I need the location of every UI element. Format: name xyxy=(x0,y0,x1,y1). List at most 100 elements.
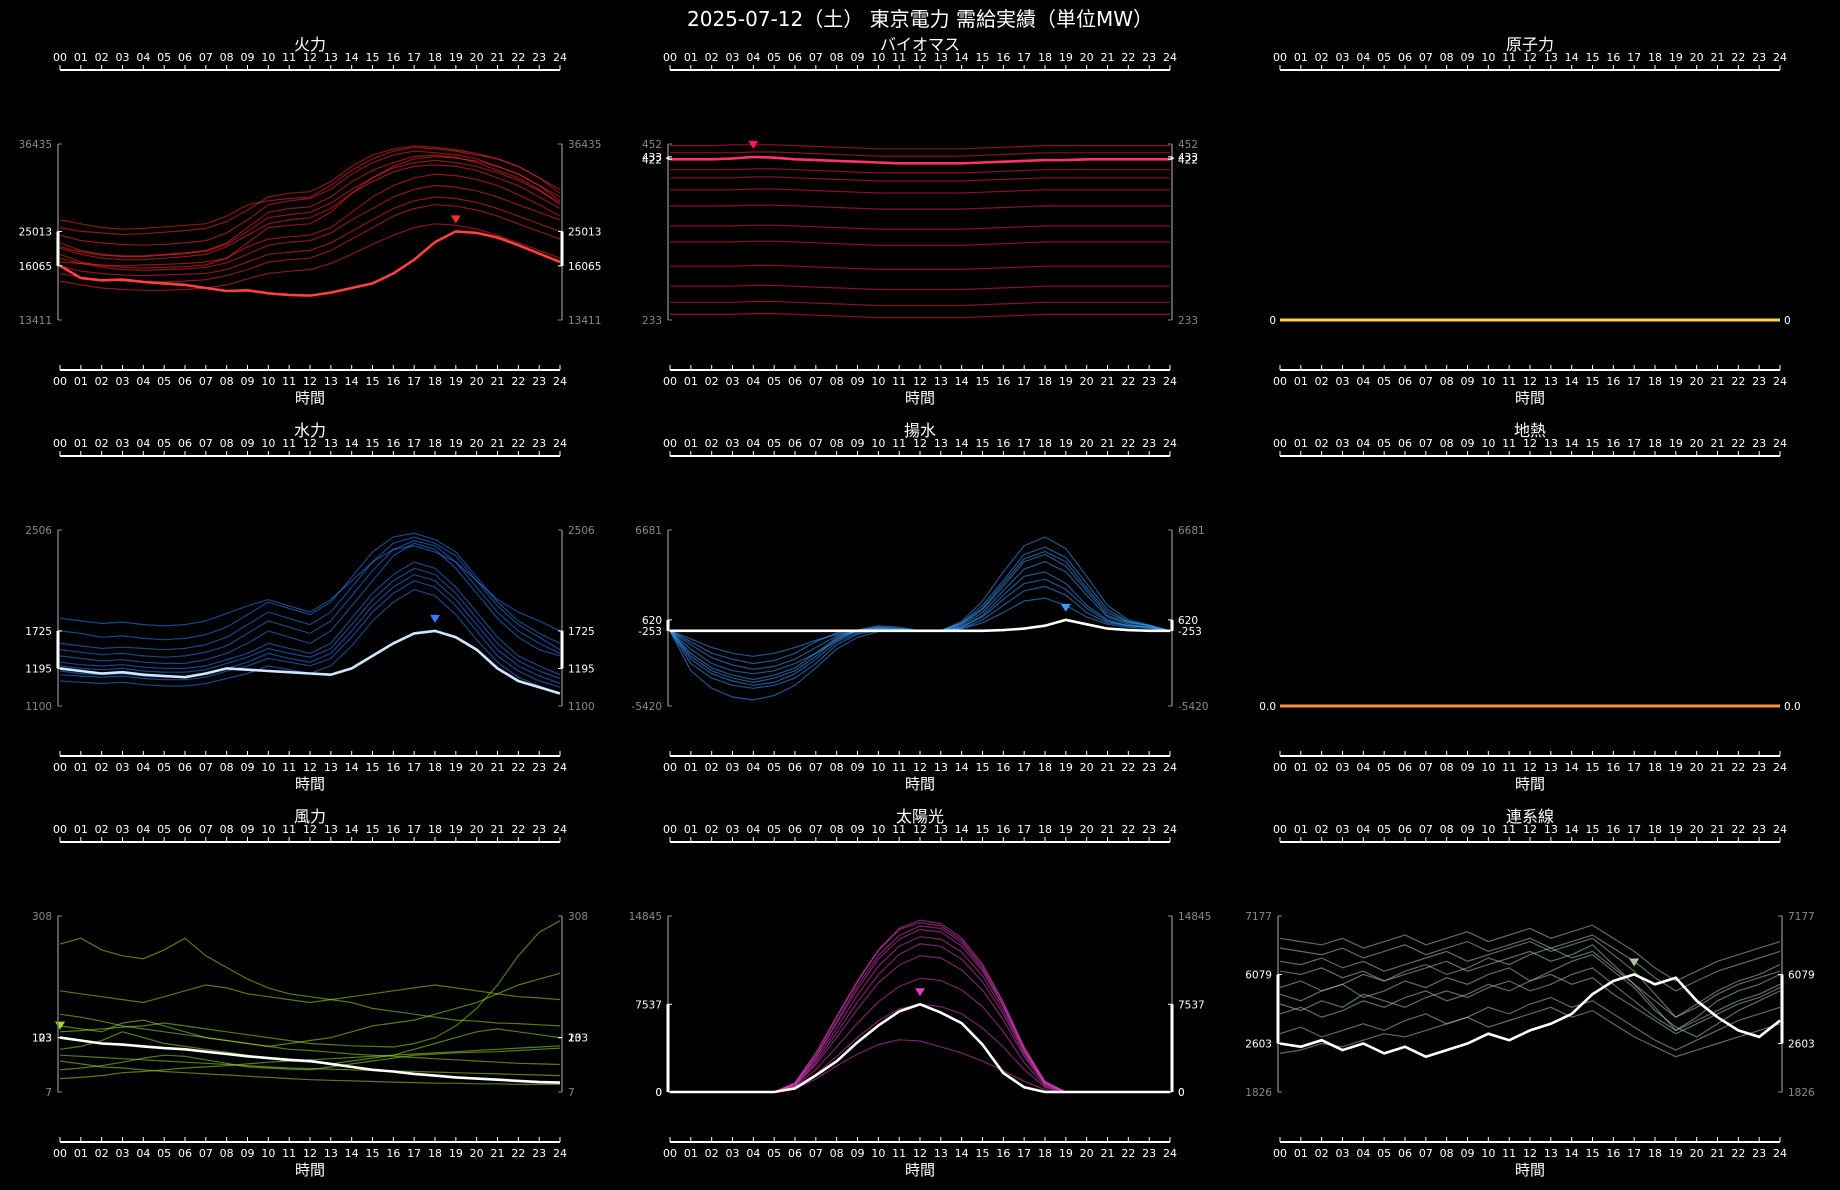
hour-tick-label: 12 xyxy=(303,761,317,774)
hour-tick-label: 11 xyxy=(892,761,906,774)
hour-tick-label: 16 xyxy=(386,823,400,836)
hour-tick-label: 06 xyxy=(178,51,192,64)
history-series-line xyxy=(59,1054,561,1077)
hour-tick-label: 20 xyxy=(1080,1147,1094,1160)
hour-tick-label: 18 xyxy=(1648,51,1662,64)
hour-tick-label: 01 xyxy=(74,51,88,64)
hour-tick-label: 11 xyxy=(892,375,906,388)
hour-tick-label: 11 xyxy=(892,51,906,64)
hour-tick-label: 05 xyxy=(767,761,781,774)
history-series-line xyxy=(59,173,561,269)
chart-panel: 揚水 00 01 02 03 04 05 06 07 08 09 10 11 12 13 14 15 16 17 18… xyxy=(631,421,1208,793)
hour-tick-label: 16 xyxy=(1606,437,1620,450)
hour-tick-label: 24 xyxy=(1163,51,1177,64)
hour-tick-label: 13 xyxy=(1544,823,1558,836)
hour-tick-label: 05 xyxy=(1377,823,1391,836)
hour-tick-label: 14 xyxy=(345,823,359,836)
hour-tick-label: 00 xyxy=(53,375,67,388)
hour-tick-label: 00 xyxy=(1273,823,1287,836)
hour-tick-label: 13 xyxy=(1544,761,1558,774)
hour-tick-label: 21 xyxy=(1711,437,1725,450)
chart-panel: 地熱 00 01 02 03 04 05 06 07 08 09 10 11 12 13 14 15 16 17 18… xyxy=(1259,421,1800,793)
hour-tick-label: 19 xyxy=(1669,761,1683,774)
hour-tick-label: 09 xyxy=(1461,375,1475,388)
hour-tick-label: 00 xyxy=(53,823,67,836)
hour-tick-label: 11 xyxy=(892,437,906,450)
hour-tick-label: 15 xyxy=(1586,51,1600,64)
hour-tick-label: 12 xyxy=(303,51,317,64)
hour-tick-label: 14 xyxy=(1565,761,1579,774)
hour-tick-label: 10 xyxy=(1481,761,1495,774)
hour-tick-label: 24 xyxy=(553,1147,567,1160)
hour-tick-label: 22 xyxy=(511,437,525,450)
hour-tick-label: 11 xyxy=(282,437,296,450)
hour-tick-label: 20 xyxy=(470,437,484,450)
hour-tick-label: 04 xyxy=(1356,1147,1370,1160)
hour-tick-label: 05 xyxy=(1377,375,1391,388)
hour-tick-label: 23 xyxy=(532,375,546,388)
hour-tick-label: 22 xyxy=(1731,1147,1745,1160)
hour-tick-label: 21 xyxy=(491,375,505,388)
hour-tick-label: 10 xyxy=(261,375,275,388)
x-axis-label: 時間 xyxy=(905,389,935,407)
hour-tick-label: 06 xyxy=(178,375,192,388)
hour-tick-label: 10 xyxy=(261,823,275,836)
hour-tick-label: 03 xyxy=(1336,823,1350,836)
hour-tick-label: 15 xyxy=(1586,823,1600,836)
history-series-line xyxy=(670,921,1170,1093)
hour-tick-label: 12 xyxy=(1523,823,1537,836)
hour-tick-label: 17 xyxy=(407,51,421,64)
history-series-line xyxy=(59,542,561,664)
y-tick-label: -253 xyxy=(638,626,662,638)
hour-tick-label: 01 xyxy=(684,437,698,450)
hour-tick-label: 16 xyxy=(1606,823,1620,836)
marker-triangle xyxy=(1060,603,1071,612)
y-tick-label: 7177 xyxy=(1788,911,1815,923)
y-tick-label: 1100 xyxy=(25,701,52,713)
hour-tick-label: 03 xyxy=(1336,761,1350,774)
hour-tick-label: 09 xyxy=(851,437,865,450)
hour-tick-label: 01 xyxy=(74,823,88,836)
hour-tick-label: 09 xyxy=(241,375,255,388)
hour-tick-label: 00 xyxy=(663,1147,677,1160)
hour-tick-label: 02 xyxy=(705,1147,719,1160)
history-series-line xyxy=(669,550,1171,686)
hour-tick-label: 08 xyxy=(830,1147,844,1160)
y-tick-label: -5420 xyxy=(631,701,662,713)
hour-tick-label: 10 xyxy=(871,437,885,450)
y-tick-label: 620 xyxy=(642,615,662,627)
hour-tick-label: 09 xyxy=(241,437,255,450)
history-series-line xyxy=(1279,944,1781,1032)
hour-tick-label: 04 xyxy=(136,51,150,64)
hour-tick-label: 07 xyxy=(809,1147,823,1160)
hour-tick-label: 22 xyxy=(1731,437,1745,450)
hour-tick-label: 03 xyxy=(726,1147,740,1160)
hour-tick-label: 07 xyxy=(199,823,213,836)
hour-tick-label: 14 xyxy=(345,1147,359,1160)
hour-tick-label: 16 xyxy=(386,1147,400,1160)
y-tick-label: 1725 xyxy=(568,626,595,638)
hour-tick-label: 19 xyxy=(1669,437,1683,450)
hour-tick-label: 19 xyxy=(449,437,463,450)
hour-tick-label: 11 xyxy=(1502,1147,1516,1160)
marker-triangle xyxy=(55,1021,65,1030)
hour-tick-label: 17 xyxy=(1627,1147,1641,1160)
x-axis-label: 時間 xyxy=(295,775,325,793)
hour-tick-label: 16 xyxy=(1606,761,1620,774)
hour-tick-label: 24 xyxy=(553,823,567,836)
hour-tick-label: 17 xyxy=(407,1147,421,1160)
hour-tick-label: 10 xyxy=(261,437,275,450)
hour-tick-label: 16 xyxy=(386,51,400,64)
hour-tick-label: 06 xyxy=(1398,823,1412,836)
hour-tick-label: 07 xyxy=(1419,375,1433,388)
right-current-label: 0 xyxy=(1784,315,1791,327)
hour-tick-label: 03 xyxy=(726,823,740,836)
hour-tick-label: 11 xyxy=(892,1147,906,1160)
history-series-line xyxy=(59,540,561,658)
hour-tick-label: 06 xyxy=(178,761,192,774)
hour-tick-label: 17 xyxy=(1627,823,1641,836)
y-tick-label: 7537 xyxy=(1178,999,1205,1011)
x-axis-label: 時間 xyxy=(1515,389,1545,407)
hour-tick-label: 21 xyxy=(491,1147,505,1160)
